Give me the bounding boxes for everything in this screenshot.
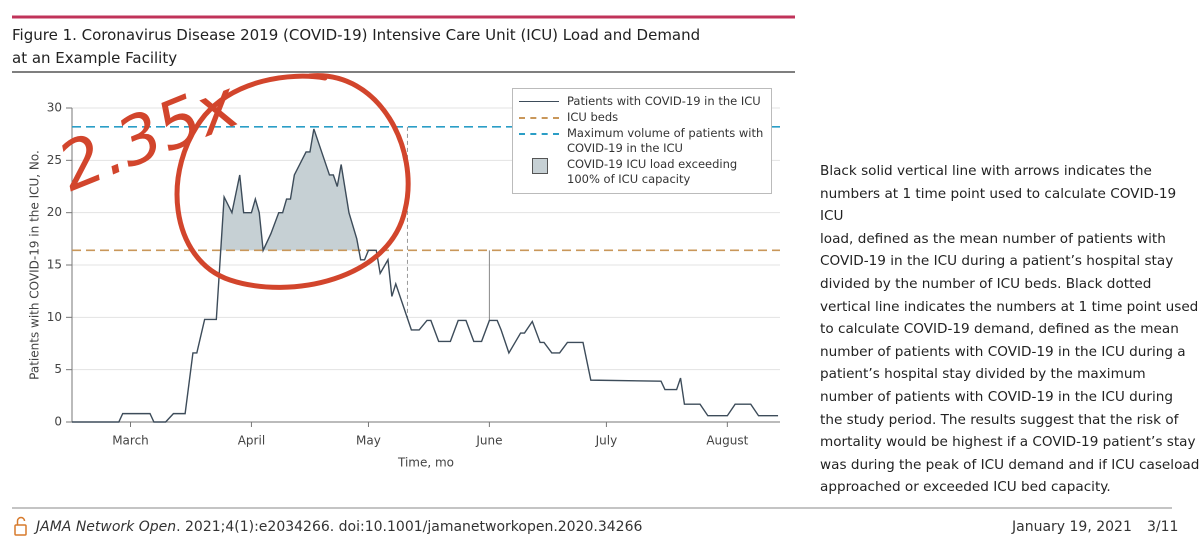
journal: JAMA Network Open <box>36 519 177 535</box>
x-axis-label: Time, mo <box>397 456 454 470</box>
hand-annotation: 2.35x <box>48 65 250 206</box>
date: January 19, 2021 <box>1012 519 1132 535</box>
x-tick-label: May <box>356 434 381 448</box>
swatch-line <box>519 133 559 135</box>
legend-item: Maximum volume of patients with COVID-19… <box>519 126 765 156</box>
y-tick-label: 10 <box>47 310 62 324</box>
caption-line: to calculate COVID-19 demand, defined as… <box>820 321 1179 338</box>
title-line: at an Example Facility <box>12 49 178 67</box>
legend-label: ICU beds <box>567 110 619 124</box>
x-tick-label: March <box>112 434 149 448</box>
legend-label: Patients with COVID-19 in the ICU <box>567 94 761 108</box>
legend-item: Patients with COVID-19 in the ICU <box>519 94 765 109</box>
caption-line: was during the peak of ICU demand and if… <box>820 456 1200 473</box>
caption-line: number of patients with COVID-19 in the … <box>820 343 1186 360</box>
x-tick-label: August <box>706 434 748 448</box>
y-tick-label: 5 <box>54 362 62 376</box>
y-tick-label: 20 <box>47 205 62 219</box>
page-number: 3/11 <box>1147 519 1179 535</box>
caption-line: patient’s hospital stay divided by the m… <box>820 366 1146 383</box>
legend: Patients with COVID-19 in the ICU ICU bed… <box>512 88 772 194</box>
caption-line: mortality would be highest if a COVID-19… <box>820 434 1196 451</box>
caption-line: COVID-19 in the ICU during a patient’s h… <box>820 253 1174 270</box>
caption-line: Black solid vertical line with arrows in… <box>820 163 1152 179</box>
legend-swatch <box>519 126 559 141</box>
lock-icon <box>14 516 27 536</box>
y-axis-label: Patients with COVID-19 in the ICU, No. <box>28 150 42 380</box>
caption: Black solid vertical line with arrows in… <box>820 160 1200 499</box>
swatch-line <box>519 101 559 102</box>
swatch-line <box>519 117 559 119</box>
x-tick-label: June <box>475 434 502 448</box>
legend-item: ICU beds <box>519 110 765 125</box>
x-tick-label: July <box>595 434 618 448</box>
y-tick-label: 0 <box>54 415 62 429</box>
citation: JAMA Network Open. 2021;4(1):e2034266. d… <box>36 519 642 535</box>
y-tick-label: 25 <box>47 153 62 167</box>
legend-item: COVID-19 ICU load exceeding 100% of ICU … <box>519 157 765 187</box>
caption-line: number of patients with COVID-19 in the … <box>820 388 1173 405</box>
figure-title: Figure 1. Coronavirus Disease 2019 (COVI… <box>12 24 700 70</box>
legend-label: COVID-19 ICU load exceeding 100% of ICU … <box>567 157 738 186</box>
legend-swatch <box>519 94 559 109</box>
caption-line: divided by the number of ICU beds. Black… <box>820 275 1152 292</box>
caption-line: numbers at 1 time point used to calculat… <box>820 185 1177 225</box>
series-line <box>72 128 779 423</box>
legend-label: Maximum volume of patients with COVID-19… <box>567 126 764 155</box>
area-over-capacity <box>220 128 359 251</box>
legend-swatch <box>519 157 559 174</box>
y-tick-label: 30 <box>47 101 62 115</box>
legend-swatch <box>519 110 559 125</box>
caption-line: load, defined as the mean number of pati… <box>820 230 1166 247</box>
caption-line: the study period. The results suggest th… <box>820 411 1179 428</box>
y-tick-label: 15 <box>47 258 62 272</box>
hand-circle <box>174 73 411 290</box>
swatch-box <box>532 158 548 174</box>
caption-line: approached or exceeded ICU bed capacity. <box>820 479 1111 496</box>
caption-line: vertical line indicates the numbers at 1… <box>820 298 1199 315</box>
citation-text: . 2021;4(1):e2034266. doi:10.1001/jamane… <box>176 519 643 535</box>
x-tick-label: April <box>238 434 265 448</box>
title-line: Figure 1. Coronavirus Disease 2019 (COVI… <box>12 26 701 44</box>
